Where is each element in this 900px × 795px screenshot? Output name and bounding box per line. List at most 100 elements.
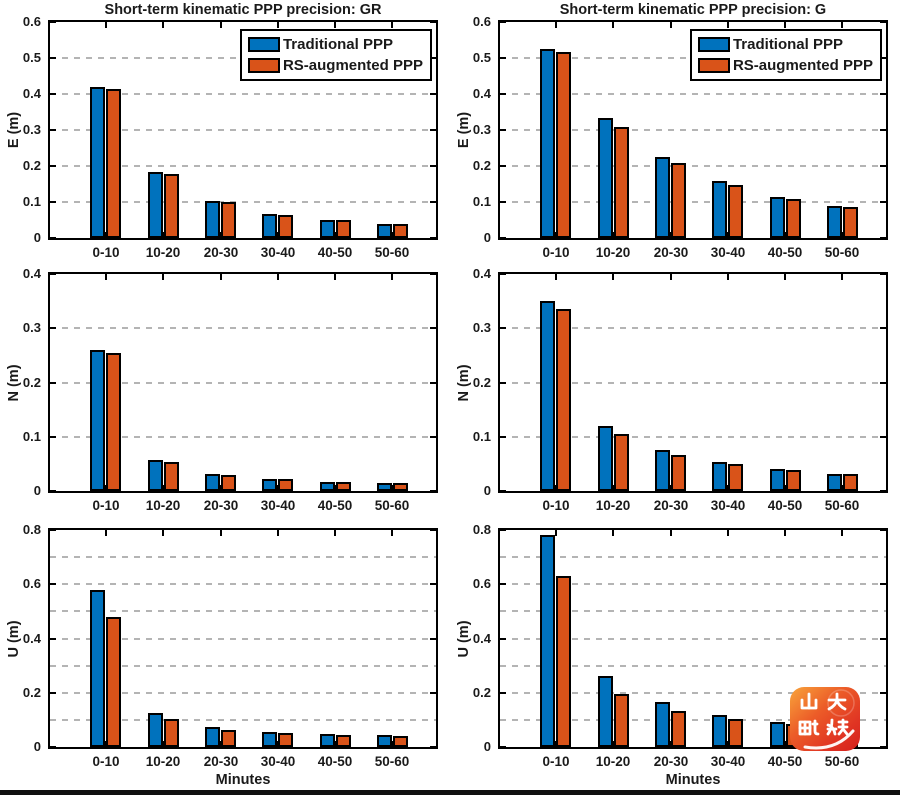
tick-right <box>880 436 886 438</box>
y-tick-label: 0.6 <box>472 14 491 29</box>
watermark-logo-icon <box>790 687 860 751</box>
bar-rs-augmented <box>671 163 686 238</box>
bar-traditional <box>377 735 392 747</box>
y-axis-label: N (m) <box>456 363 472 402</box>
y-tick-label: 0.5 <box>22 50 41 65</box>
tick-left <box>500 129 506 131</box>
y-axis-label: U (m) <box>456 619 472 658</box>
tick-left <box>50 129 56 131</box>
plot-area-gr-n <box>48 272 438 493</box>
y-tick-label: 0.4 <box>22 631 41 646</box>
bar-rs-augmented <box>728 719 743 747</box>
bar-rs-augmented <box>843 207 858 238</box>
x-tick-label: 50-60 <box>824 245 860 260</box>
tick-right <box>880 21 886 23</box>
tick-left <box>500 165 506 167</box>
bar-rs-augmented <box>336 735 351 747</box>
bar-traditional <box>377 483 392 491</box>
bar-rs-augmented <box>556 576 571 747</box>
tick-left <box>50 273 56 275</box>
tick-bottom <box>784 485 786 491</box>
bar-traditional <box>90 350 105 491</box>
tick-bottom <box>277 485 279 491</box>
x-tick-label: 10-20 <box>595 498 631 513</box>
tick-top <box>670 530 672 536</box>
gridline <box>500 665 886 667</box>
tick-left <box>50 237 56 239</box>
tick-right <box>430 529 436 531</box>
tick-top <box>841 530 843 536</box>
tick-bottom <box>670 741 672 747</box>
x-tick-label: 20-30 <box>653 754 689 769</box>
tick-left <box>50 327 56 329</box>
gridline <box>500 583 886 585</box>
tick-right <box>880 638 886 640</box>
y-tick-label: 0.6 <box>472 576 491 591</box>
tick-bottom <box>391 741 393 747</box>
bar-rs-augmented <box>106 353 121 491</box>
x-tick-label: 20-30 <box>203 245 239 260</box>
tick-left <box>50 57 56 59</box>
tick-top <box>220 530 222 536</box>
tick-bottom <box>162 232 164 238</box>
bar-rs-augmented <box>278 479 293 491</box>
tick-left <box>50 638 56 640</box>
y-tick-label: 0.1 <box>472 194 491 209</box>
x-tick-label: 40-50 <box>317 245 353 260</box>
tick-right <box>430 93 436 95</box>
legend-row: Traditional PPP <box>697 34 873 55</box>
tick-left <box>50 382 56 384</box>
tick-right <box>880 327 886 329</box>
x-tick-label: 30-40 <box>710 498 746 513</box>
legend-row: Traditional PPP <box>247 34 423 55</box>
tick-top <box>727 274 729 280</box>
y-axis-label: E (m) <box>456 111 472 149</box>
bar-traditional <box>148 172 163 238</box>
legend-label: Traditional PPP <box>732 36 843 53</box>
x-axis-label: Minutes <box>665 772 721 788</box>
tick-top <box>162 22 164 28</box>
tick-top <box>784 22 786 28</box>
x-tick-label: 30-40 <box>260 754 296 769</box>
bar-traditional <box>90 87 105 238</box>
tick-top <box>555 274 557 280</box>
y-tick-label: 0 <box>33 739 41 754</box>
bar-rs-augmented <box>786 199 801 238</box>
bar-rs-augmented <box>671 455 686 491</box>
bar-rs-augmented <box>728 464 743 491</box>
bar-traditional <box>770 197 785 238</box>
x-tick-label: 40-50 <box>767 245 803 260</box>
tick-bottom <box>105 232 107 238</box>
gridline <box>50 201 436 203</box>
tick-right <box>430 21 436 23</box>
bar-traditional <box>712 462 727 491</box>
tick-left <box>50 201 56 203</box>
tick-left <box>500 529 506 531</box>
tick-left <box>500 692 506 694</box>
tick-right <box>430 165 436 167</box>
bar-traditional <box>90 590 105 747</box>
y-tick-label: 0.5 <box>472 50 491 65</box>
tick-left <box>500 93 506 95</box>
y-tick-label: 0.1 <box>22 429 41 444</box>
gridline <box>50 327 436 329</box>
y-tick-label: 0.8 <box>472 522 491 537</box>
x-tick-label: 0-10 <box>542 498 570 513</box>
tick-left <box>500 746 506 748</box>
x-tick-label: 0-10 <box>542 754 570 769</box>
tick-left <box>500 57 506 59</box>
tick-top <box>391 22 393 28</box>
tick-top <box>555 530 557 536</box>
tick-left <box>500 490 506 492</box>
bar-rs-augmented <box>336 482 351 491</box>
bar-traditional <box>655 702 670 747</box>
bar-traditional <box>205 474 220 491</box>
gridline <box>500 638 886 640</box>
bar-traditional <box>148 713 163 747</box>
bar-traditional <box>712 181 727 238</box>
bar-rs-augmented <box>106 617 121 747</box>
x-tick-label: 40-50 <box>767 754 803 769</box>
y-tick-label: 0.2 <box>22 158 41 173</box>
tick-top <box>391 274 393 280</box>
tick-right <box>880 746 886 748</box>
